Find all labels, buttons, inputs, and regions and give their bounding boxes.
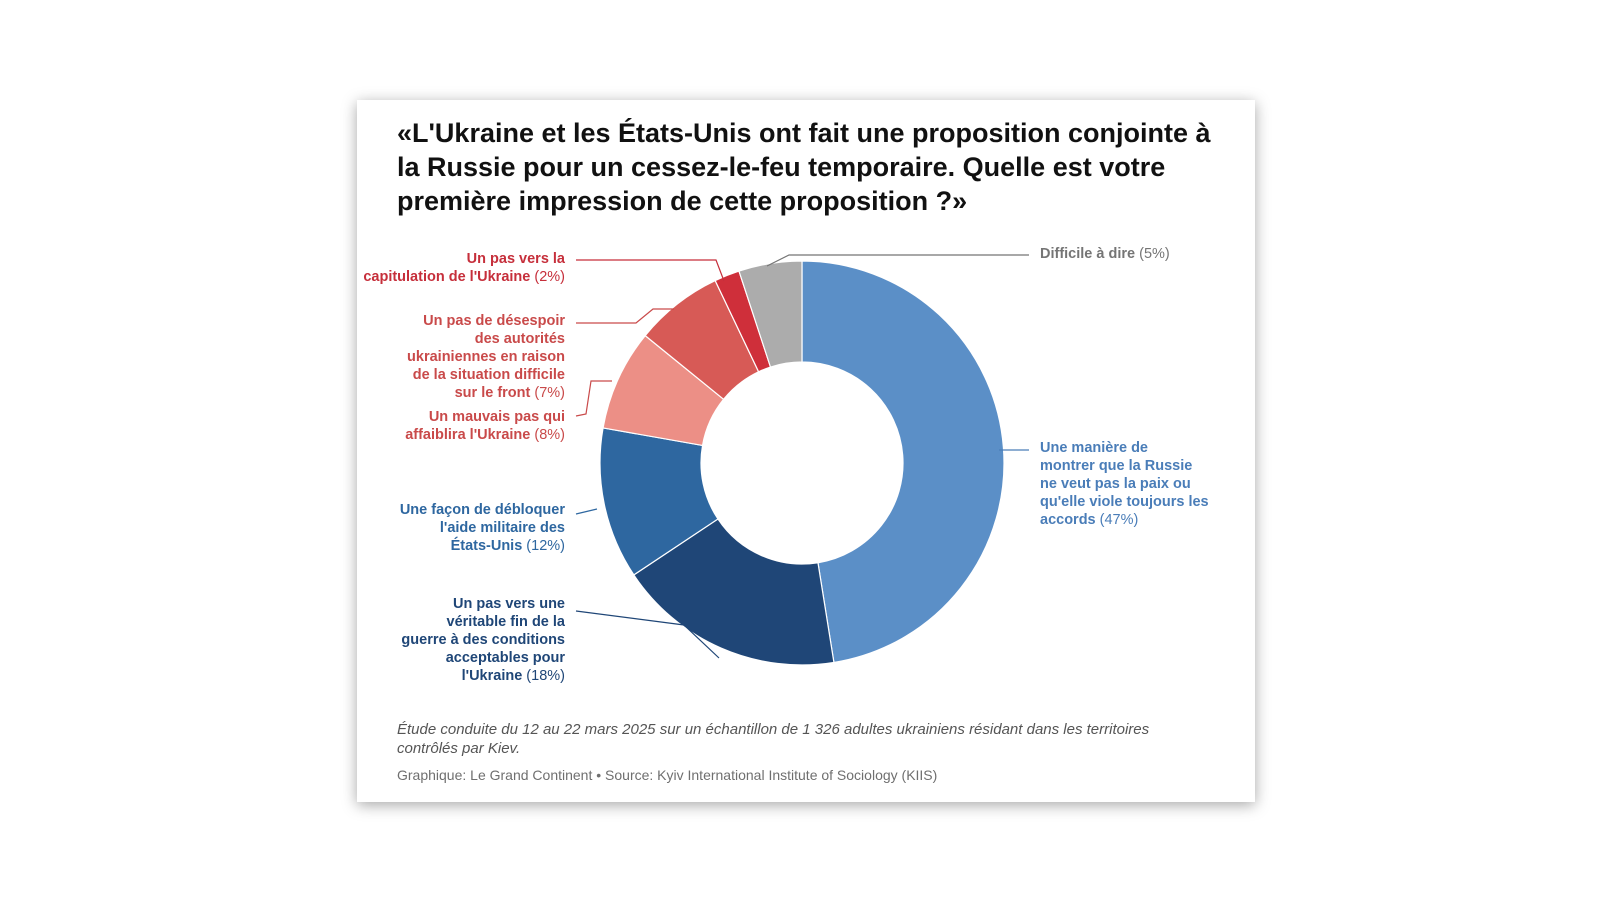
donut-slice-6 [738, 260, 803, 368]
slice-label-3: Un mauvais pas qui affaiblira l'Ukraine (… [405, 409, 565, 443]
source-credit: Graphique: Le Grand Continent • Source: … [397, 767, 938, 783]
slice-label-5: Un pas vers la capitulation de l'Ukraine … [363, 251, 566, 285]
donut-chart: Une manière de montrer que la Russie ne ve… [363, 246, 1209, 684]
slice-value-3: (8%) [530, 427, 565, 443]
leader-line-6 [766, 254, 1029, 267]
leader-line-5 [576, 259, 725, 282]
donut-slice-0 [801, 260, 1005, 664]
slice-label-6: Difficile à dire (5%) [1040, 246, 1170, 262]
leader-line-1 [575, 610, 720, 659]
donut-slice-1 [632, 518, 835, 666]
slice-label-0: Une manière de montrer que la Russie ne ve… [1040, 440, 1209, 528]
slice-value-5: (2%) [530, 269, 565, 285]
chart-title: «L'Ukraine et les États-Unis ont fait un… [397, 118, 1211, 216]
slice-value-4: (7%) [530, 385, 565, 401]
slice-label-2: Une façon de débloquer l'aide militaire d… [400, 502, 566, 554]
leader-line-2 [575, 508, 598, 515]
slice-value-1: (18%) [522, 668, 565, 684]
slice-value-0: (47%) [1096, 512, 1139, 528]
leader-line-4 [576, 308, 674, 324]
leader-line-3 [575, 380, 612, 417]
slice-value-2: (12%) [522, 538, 565, 554]
chart-card: «L'Ukraine et les États-Unis ont fait un… [357, 100, 1255, 802]
slice-value-6: (5%) [1135, 246, 1170, 262]
slice-label-4: Un pas de désespoir des autorités ukrainie… [407, 313, 565, 401]
slice-label-1: Un pas vers une véritable fin de la guerre… [401, 596, 566, 684]
study-note: Étude conduite du 12 au 22 mars 2025 sur… [397, 721, 1150, 757]
